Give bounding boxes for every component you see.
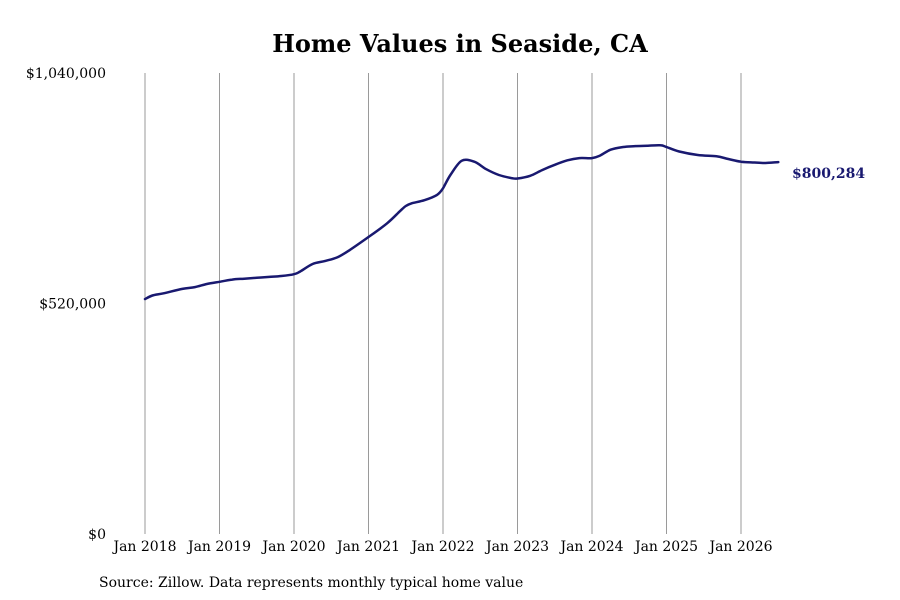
home-value-series-line [143, 143, 780, 301]
x-tick-label: Jan 2021 [335, 539, 400, 555]
y-tick-label: $1,040,000 [26, 66, 106, 82]
x-tick-label: Jan 2019 [186, 539, 251, 555]
x-tick-label: Jan 2024 [558, 539, 623, 555]
x-tick-label: Jan 2022 [409, 539, 474, 555]
x-axis-tick-labels: Jan 2018 Jan 2019 Jan 2020 Jan 2021 Jan 2022… [111, 539, 772, 555]
vertical-gridlines [144, 73, 742, 534]
source-note: Source: Zillow. Data represents monthly … [99, 575, 523, 591]
y-tick-label: $0 [88, 527, 106, 543]
x-tick-label: Jan 2023 [484, 539, 549, 555]
y-axis-tick-labels: $0 $520,000 $1,040,000 [26, 66, 106, 543]
series-layer [143, 143, 780, 301]
end-value-label: $800,284 [792, 166, 865, 182]
chart-title: Home Values in Seaside, CA [272, 29, 648, 58]
x-tick-label: Jan 2025 [633, 539, 698, 555]
x-tick-label: Jan 2018 [111, 539, 176, 555]
x-tick-label: Jan 2020 [260, 539, 325, 555]
y-tick-label: $520,000 [39, 297, 106, 313]
x-tick-label: Jan 2026 [707, 539, 772, 555]
